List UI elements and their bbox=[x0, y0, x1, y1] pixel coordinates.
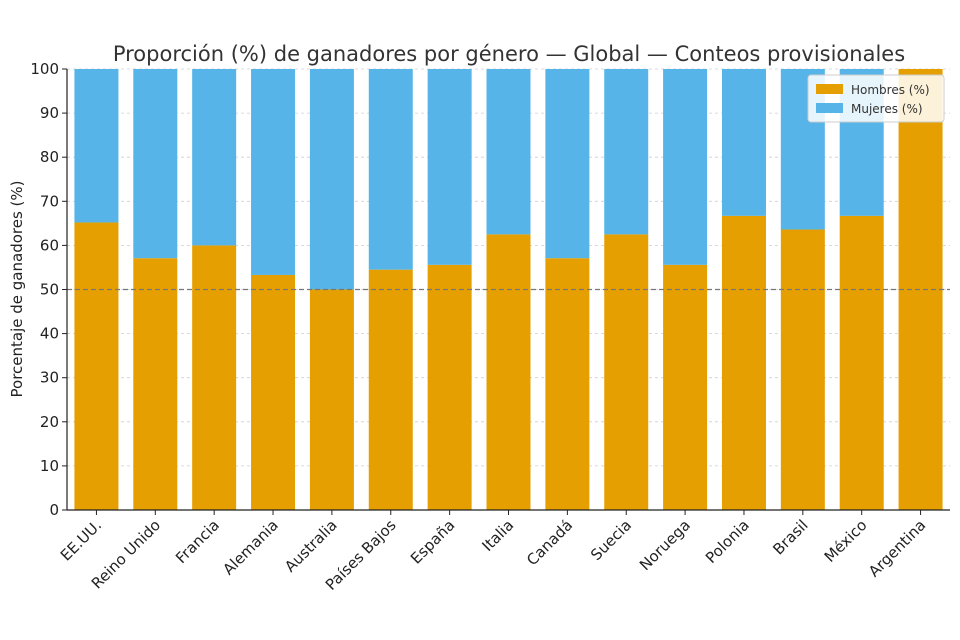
bar-mujeres bbox=[251, 69, 296, 275]
bar-mujeres bbox=[368, 69, 413, 270]
bar-hombres bbox=[486, 234, 531, 510]
bar-hombres bbox=[604, 234, 649, 510]
y-tick-label: 60 bbox=[40, 236, 59, 254]
bar-mujeres bbox=[486, 69, 531, 235]
y-tick-label: 30 bbox=[40, 369, 59, 387]
y-tick-label: 70 bbox=[40, 192, 59, 210]
bar-mujeres bbox=[604, 69, 649, 235]
bar-mujeres bbox=[74, 69, 119, 223]
bar-hombres bbox=[368, 269, 413, 510]
x-tick-label: Noruega bbox=[636, 516, 694, 574]
bar-hombres bbox=[780, 229, 825, 511]
x-tick-label: México bbox=[821, 516, 871, 566]
y-tick-label: 40 bbox=[40, 325, 59, 343]
legend-swatch bbox=[816, 84, 843, 94]
bar-hombres bbox=[427, 264, 472, 510]
bar-hombres bbox=[192, 245, 237, 510]
bar-hombres bbox=[839, 215, 884, 510]
x-tick-label: España bbox=[407, 516, 458, 567]
x-tick-label: Alemania bbox=[219, 516, 281, 578]
y-axis-label: Porcentaje de ganadores (%) bbox=[8, 181, 26, 398]
y-tick-labels: 0 10 20 30 40 50 60 70 80 90 100 bbox=[30, 60, 67, 519]
bar-mujeres bbox=[721, 69, 766, 216]
bar-mujeres bbox=[427, 69, 472, 265]
x-tick-label: Canadá bbox=[523, 516, 576, 569]
legend: Hombres (%) Mujeres (%) bbox=[807, 74, 945, 123]
x-tick-label: Francia bbox=[172, 516, 223, 567]
bar-mujeres bbox=[545, 69, 590, 259]
bar-hombres bbox=[721, 215, 766, 510]
legend-label: Mujeres (%) bbox=[851, 102, 923, 116]
bar-hombres bbox=[74, 222, 119, 510]
x-tick-label: Italia bbox=[478, 516, 517, 555]
x-tick-label: Polonia bbox=[702, 516, 753, 567]
x-tick-label: Argentina bbox=[865, 516, 929, 580]
y-tick-label: 80 bbox=[40, 148, 59, 166]
y-tick-label: 100 bbox=[30, 60, 59, 78]
bar-mujeres bbox=[663, 69, 708, 265]
x-tick-label: Suecia bbox=[587, 516, 635, 564]
x-tick-label: Australia bbox=[281, 516, 341, 576]
bar-mujeres bbox=[133, 69, 178, 259]
x-tick-label: EE.UU. bbox=[57, 516, 105, 564]
y-tick-label: 20 bbox=[40, 413, 59, 431]
bar-hombres bbox=[545, 258, 590, 510]
bar-hombres bbox=[663, 264, 708, 510]
bar-hombres bbox=[251, 274, 296, 510]
y-tick-label: 10 bbox=[40, 457, 59, 475]
x-tick-label: Brasil bbox=[769, 516, 811, 558]
legend-swatch bbox=[816, 103, 843, 113]
y-tick-label: 0 bbox=[49, 501, 59, 519]
y-tick-label: 90 bbox=[40, 104, 59, 122]
bar-mujeres bbox=[192, 69, 237, 246]
bars bbox=[74, 69, 943, 511]
bar-mujeres bbox=[309, 69, 354, 290]
y-tick-label: 50 bbox=[40, 281, 59, 299]
legend-label: Hombres (%) bbox=[851, 83, 930, 97]
bar-hombres bbox=[309, 289, 354, 510]
chart-title: Proporción (%) de ganadores por género —… bbox=[113, 42, 905, 66]
bar-hombres bbox=[133, 258, 178, 510]
